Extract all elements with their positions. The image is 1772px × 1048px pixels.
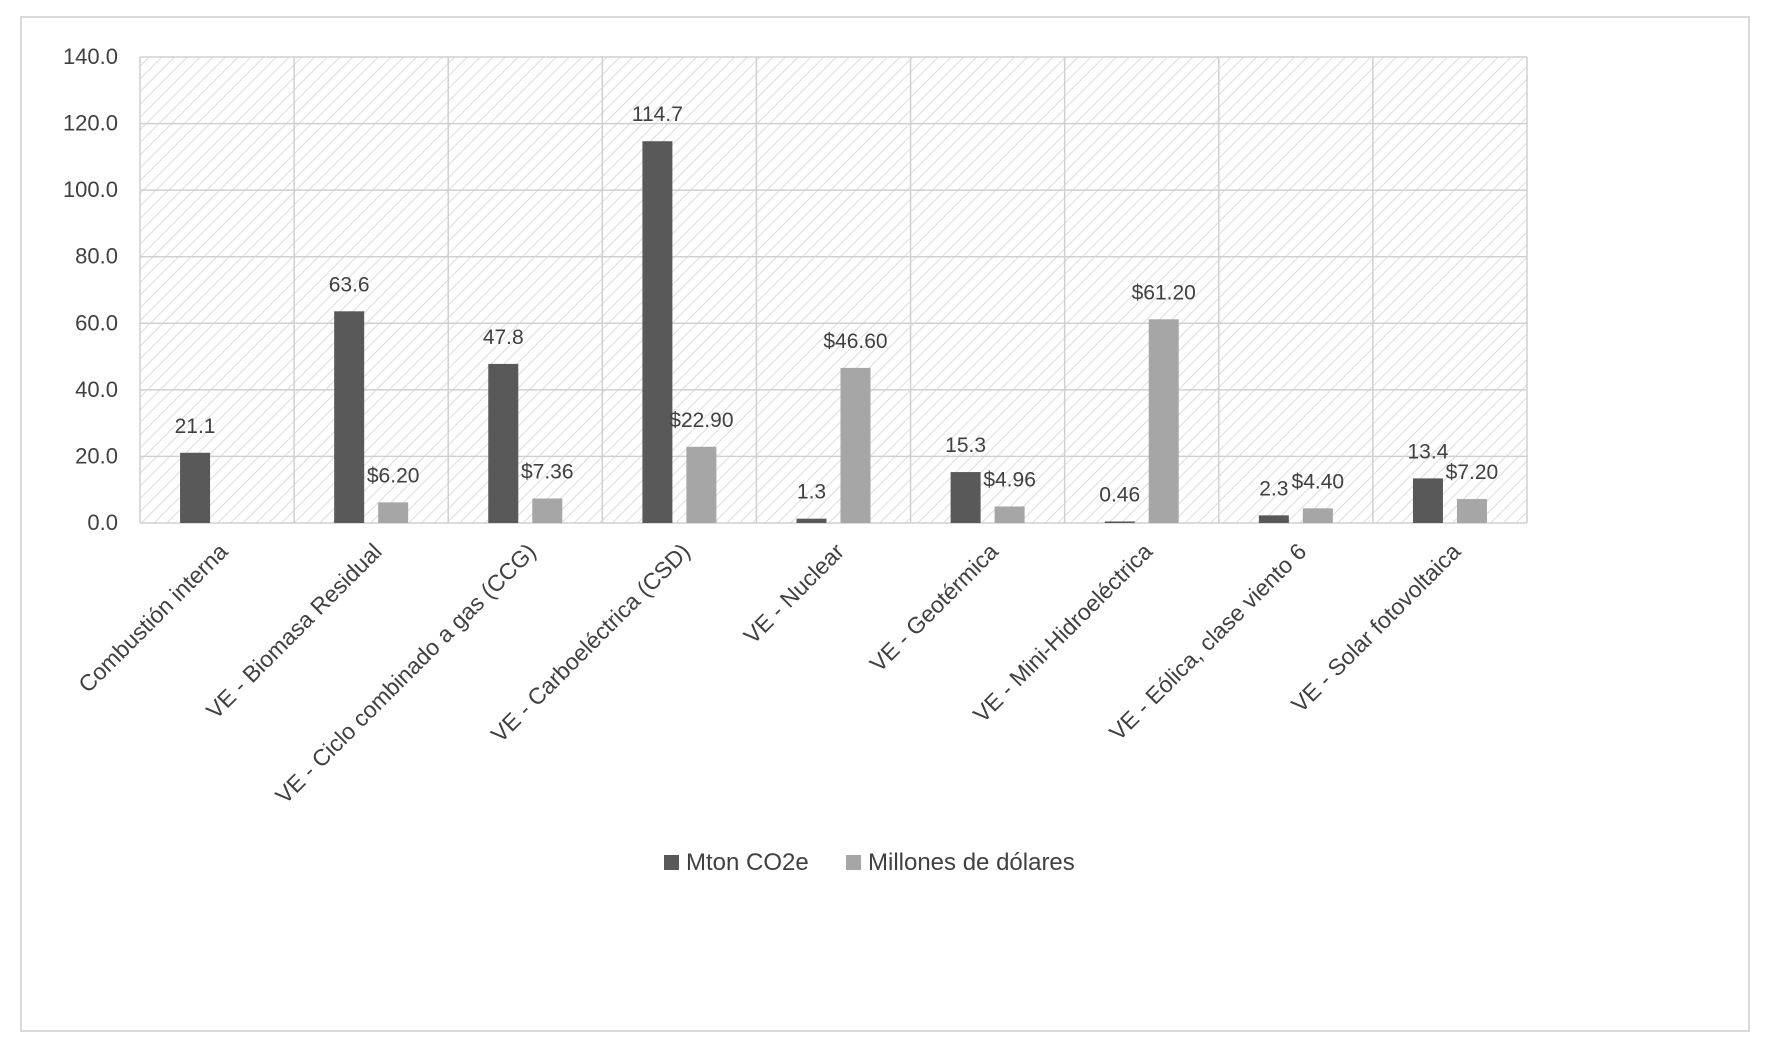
data-label: 114.7 (632, 103, 683, 126)
bar-millones-dolares (1456, 499, 1487, 523)
bar-mton-co2e (1258, 515, 1289, 523)
data-label: 21.1 (175, 415, 216, 438)
bar-millones-dolares (994, 506, 1025, 523)
bar-mton-co2e (950, 472, 981, 523)
bar-chart: 0.0 20.0 40.0 60.0 80.0 100.0 120.0 140.0 21.1 6… (63, 44, 1528, 876)
y-tick-label: 40.0 (75, 377, 118, 402)
bar-millones-dolares (1302, 508, 1333, 523)
chart-frame: 0.0 20.0 40.0 60.0 80.0 100.0 120.0 140.0 21.1 6… (20, 16, 1750, 1032)
bar-mton-co2e (642, 141, 673, 523)
data-label: $7.20 (1446, 461, 1499, 484)
legend-item[interactable]: Millones de dólares (846, 849, 1075, 876)
bar-millones-dolares (532, 498, 563, 523)
bar-millones-dolares (686, 446, 717, 523)
data-label: $4.40 (1292, 470, 1345, 493)
bar-millones-dolares (378, 502, 409, 523)
bar-millones-dolares (1148, 319, 1179, 523)
bar-millones-dolares (840, 367, 871, 523)
data-labels: 21.1 63.6 47.8 114.7 1.3 15.3 0.46 2.3 13.4 $6.20… (175, 103, 1499, 506)
legend-label: Millones de dólares (868, 849, 1075, 876)
y-tick-label: 0.0 (87, 510, 118, 535)
x-tick-label: VE - Geotérmica (865, 538, 1004, 677)
bar-mton-co2e (1412, 478, 1443, 523)
y-tick-label: 140.0 (63, 44, 118, 69)
bar-mton-co2e (488, 363, 519, 523)
data-label: 47.8 (483, 326, 524, 349)
x-tick-label: Combustión interna (73, 538, 233, 698)
legend-label: Mton CO2e (686, 849, 809, 876)
data-label: $7.36 (521, 461, 574, 484)
data-label: 2.3 (1259, 477, 1288, 500)
data-label: $46.60 (823, 330, 887, 353)
legend[interactable]: Mton CO2e Millones de dólares (664, 849, 1075, 876)
data-label: $22.90 (669, 409, 733, 432)
x-tick-label: VE - Solar fotovoltaica (1286, 538, 1465, 717)
data-label: 63.6 (329, 273, 370, 296)
y-tick-label: 60.0 (75, 310, 118, 335)
data-label: 1.3 (797, 481, 826, 504)
x-tick-label: VE - Biomasa Residual (201, 538, 387, 724)
plot-area (140, 57, 1527, 523)
bar-mton-co2e (1104, 521, 1135, 523)
legend-swatch (846, 855, 861, 870)
x-tick-label: VE - Nuclear (738, 538, 849, 649)
data-label: 13.4 (1408, 440, 1449, 463)
data-label: $4.96 (983, 468, 1036, 491)
y-tick-label: 80.0 (75, 244, 118, 269)
bar-mton-co2e (796, 518, 827, 523)
gridlines (139, 56, 1528, 524)
data-label: $6.20 (367, 464, 420, 487)
y-axis-ticks: 0.0 20.0 40.0 60.0 80.0 100.0 120.0 140.0 (63, 44, 118, 535)
y-tick-label: 100.0 (63, 177, 118, 202)
legend-swatch (664, 855, 679, 870)
data-label: $61.20 (1132, 281, 1196, 304)
bars (180, 141, 1487, 523)
y-tick-label: 20.0 (75, 443, 118, 468)
bar-mton-co2e (334, 311, 365, 523)
bar-mton-co2e (180, 452, 211, 523)
x-tick-label: VE - Mini-Hidroeléctrica (968, 538, 1157, 727)
y-tick-label: 120.0 (63, 111, 118, 136)
x-tick-label: VE - Ciclo combinado a gas (CCG) (270, 538, 541, 809)
data-label: 0.46 (1099, 483, 1140, 506)
legend-item[interactable]: Mton CO2e (664, 849, 809, 876)
data-label: 15.3 (945, 434, 986, 457)
